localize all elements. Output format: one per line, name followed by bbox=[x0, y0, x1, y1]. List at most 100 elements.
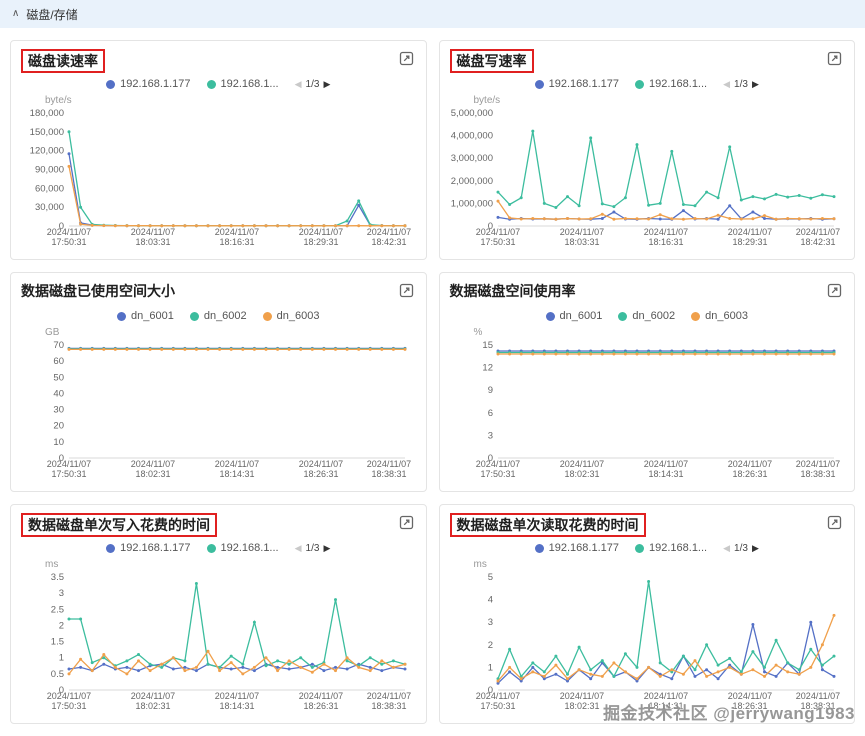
line-chart[interactable]: 0 1,000,000 2,000,000 3,000,000 4,000,000 5,0… bbox=[450, 108, 844, 252]
svg-text:18:03:31: 18:03:31 bbox=[564, 237, 599, 247]
y-axis-unit: GB bbox=[45, 327, 60, 338]
svg-text:5: 5 bbox=[487, 572, 492, 583]
panel-title-wrap: 数据磁盘单次读取花费的时间 bbox=[449, 513, 646, 537]
svg-text:18:14:31: 18:14:31 bbox=[648, 469, 683, 479]
svg-text:3: 3 bbox=[487, 430, 492, 441]
svg-text:4,000,000: 4,000,000 bbox=[450, 131, 492, 142]
legend-item[interactable]: dn_6001 bbox=[117, 310, 174, 322]
expand-button[interactable] bbox=[399, 515, 414, 530]
legend-item[interactable]: 192.168.1.177 bbox=[106, 542, 191, 554]
svg-text:2024/11/07: 2024/11/07 bbox=[47, 691, 91, 701]
svg-text:1: 1 bbox=[59, 653, 64, 664]
svg-text:2: 2 bbox=[59, 620, 64, 631]
line-chart[interactable]: 0123452024/11/0717:50:312024/11/0718:02:… bbox=[450, 572, 844, 716]
chart-panel: 数据磁盘空间使用率 dn_6001 dn_6002 dn_6003 % 0 3 6 9 12… bbox=[438, 272, 855, 492]
expand-icon bbox=[399, 283, 413, 298]
line-chart[interactable]: 036912152024/11/0717:50:312024/11/0718:0… bbox=[450, 340, 844, 484]
panel-title: 磁盘写速率 bbox=[456, 53, 527, 69]
legend-prev-icon[interactable]: ◀ bbox=[294, 542, 302, 553]
legend-item[interactable]: 192.168.1.177 bbox=[534, 542, 619, 554]
legend-item[interactable]: 192.168.1... bbox=[635, 78, 707, 90]
legend-next-icon[interactable]: ▶ bbox=[751, 78, 759, 89]
svg-text:1,000,000: 1,000,000 bbox=[450, 198, 492, 209]
legend-item[interactable]: 192.168.1... bbox=[206, 542, 279, 554]
expand-button[interactable] bbox=[827, 51, 842, 66]
svg-text:6: 6 bbox=[487, 408, 492, 419]
svg-text:18:02:31: 18:02:31 bbox=[564, 469, 599, 479]
line-chart[interactable]: 0102030405060702024/11/0717:50:312024/11… bbox=[21, 340, 415, 484]
chart-legend: 192.168.1.177 192.168.1... ◀ 1/3 ▶ bbox=[450, 539, 845, 557]
svg-text:2024/11/07: 2024/11/07 bbox=[795, 459, 839, 469]
svg-text:2024/11/07: 2024/11/07 bbox=[215, 691, 259, 701]
legend-next-icon[interactable]: ▶ bbox=[751, 542, 759, 553]
svg-text:2024/11/07: 2024/11/07 bbox=[47, 227, 91, 237]
legend-pager: ◀ 1/3 ▶ bbox=[295, 79, 331, 90]
legend-prev-icon[interactable]: ◀ bbox=[723, 78, 731, 89]
svg-text:2024/11/07: 2024/11/07 bbox=[559, 459, 603, 469]
legend-item[interactable]: 192.168.1.177 bbox=[106, 78, 191, 90]
expand-button[interactable] bbox=[399, 283, 414, 298]
svg-text:0: 0 bbox=[487, 221, 492, 232]
legend-item[interactable]: dn_6001 bbox=[545, 310, 602, 322]
legend-label: dn_6002 bbox=[203, 310, 247, 322]
legend-item[interactable]: dn_6003 bbox=[691, 310, 748, 322]
svg-text:0: 0 bbox=[59, 685, 64, 696]
panel-title-wrap: 数据磁盘单次写入花费的时间 bbox=[21, 513, 217, 537]
expand-icon bbox=[399, 515, 413, 530]
svg-text:2024/11/07: 2024/11/07 bbox=[643, 227, 687, 237]
chart-panel: 数据磁盘已使用空间大小 dn_6001 dn_6002 dn_6003 GB 0 10… bbox=[10, 272, 427, 492]
svg-text:60: 60 bbox=[53, 356, 64, 367]
legend-item[interactable]: 192.168.1.177 bbox=[534, 78, 619, 90]
chart-panel: 磁盘写速率 192.168.1.177 192.168.1... ◀ 1/3 ▶ byt… bbox=[438, 40, 855, 260]
svg-text:17:50:31: 17:50:31 bbox=[51, 469, 86, 479]
expand-button[interactable] bbox=[827, 515, 842, 530]
chart-panel: 磁盘读速率 192.168.1.177 192.168.1... ◀ 1/3 ▶ byt… bbox=[10, 40, 427, 260]
svg-text:2: 2 bbox=[487, 640, 492, 651]
legend-item[interactable]: 192.168.1... bbox=[206, 78, 279, 90]
legend-dot bbox=[206, 79, 216, 89]
panel-title-wrap: 磁盘写速率 bbox=[449, 49, 534, 73]
svg-text:18:14:31: 18:14:31 bbox=[219, 701, 254, 711]
legend-label: 192.168.1... bbox=[649, 542, 708, 554]
expand-icon bbox=[827, 283, 842, 298]
svg-text:2024/11/07: 2024/11/07 bbox=[795, 227, 839, 237]
legend-item[interactable]: dn_6002 bbox=[618, 310, 675, 322]
svg-text:30: 30 bbox=[53, 405, 64, 416]
expand-button[interactable] bbox=[399, 51, 414, 66]
svg-text:2024/11/07: 2024/11/07 bbox=[475, 227, 519, 237]
collapse-icon: ∧ bbox=[12, 7, 20, 19]
svg-text:2024/11/07: 2024/11/07 bbox=[131, 459, 175, 469]
legend-dot bbox=[189, 311, 199, 321]
line-chart[interactable]: 0 30,000 60,000 90,000 120,000 150,000 180,000… bbox=[21, 108, 415, 252]
legend-item[interactable]: dn_6003 bbox=[262, 310, 319, 322]
legend-next-icon[interactable]: ▶ bbox=[323, 542, 331, 553]
legend-prev-icon[interactable]: ◀ bbox=[294, 78, 302, 89]
chart-legend: dn_6001 dn_6002 dn_6003 bbox=[21, 307, 416, 325]
legend-dot bbox=[117, 311, 126, 321]
panel-title-wrap: 数据磁盘已使用空间大小 bbox=[21, 281, 175, 301]
svg-text:18:02:31: 18:02:31 bbox=[135, 469, 170, 479]
legend-item[interactable]: 192.168.1... bbox=[635, 542, 707, 554]
legend-label: dn_6003 bbox=[705, 310, 748, 322]
section-header[interactable]: ∧ 磁盘/存储 bbox=[0, 0, 865, 28]
svg-text:17:50:31: 17:50:31 bbox=[480, 469, 515, 479]
svg-text:2024/11/07: 2024/11/07 bbox=[367, 227, 411, 237]
svg-text:2,000,000: 2,000,000 bbox=[450, 176, 492, 187]
legend-label: dn_6001 bbox=[131, 310, 174, 322]
panel-header: 数据磁盘单次读取花费的时间 bbox=[449, 513, 845, 537]
svg-text:18:14:31: 18:14:31 bbox=[219, 469, 254, 479]
expand-icon bbox=[399, 51, 413, 66]
panel-title: 数据磁盘已使用空间大小 bbox=[21, 283, 175, 299]
panel-header: 磁盘读速率 bbox=[21, 49, 416, 73]
svg-text:4: 4 bbox=[487, 595, 492, 606]
legend-dot bbox=[106, 79, 116, 89]
line-chart[interactable]: 00.511.522.533.52024/11/0717:50:312024/1… bbox=[21, 572, 415, 716]
legend-next-icon[interactable]: ▶ bbox=[323, 78, 331, 89]
expand-button[interactable] bbox=[827, 283, 842, 298]
legend-prev-icon[interactable]: ◀ bbox=[723, 542, 731, 553]
svg-text:18:03:31: 18:03:31 bbox=[135, 237, 170, 247]
svg-text:18:42:31: 18:42:31 bbox=[371, 237, 406, 247]
legend-item[interactable]: dn_6002 bbox=[189, 310, 247, 322]
svg-text:2024/11/07: 2024/11/07 bbox=[131, 691, 175, 701]
panel-title: 数据磁盘空间使用率 bbox=[449, 283, 576, 299]
